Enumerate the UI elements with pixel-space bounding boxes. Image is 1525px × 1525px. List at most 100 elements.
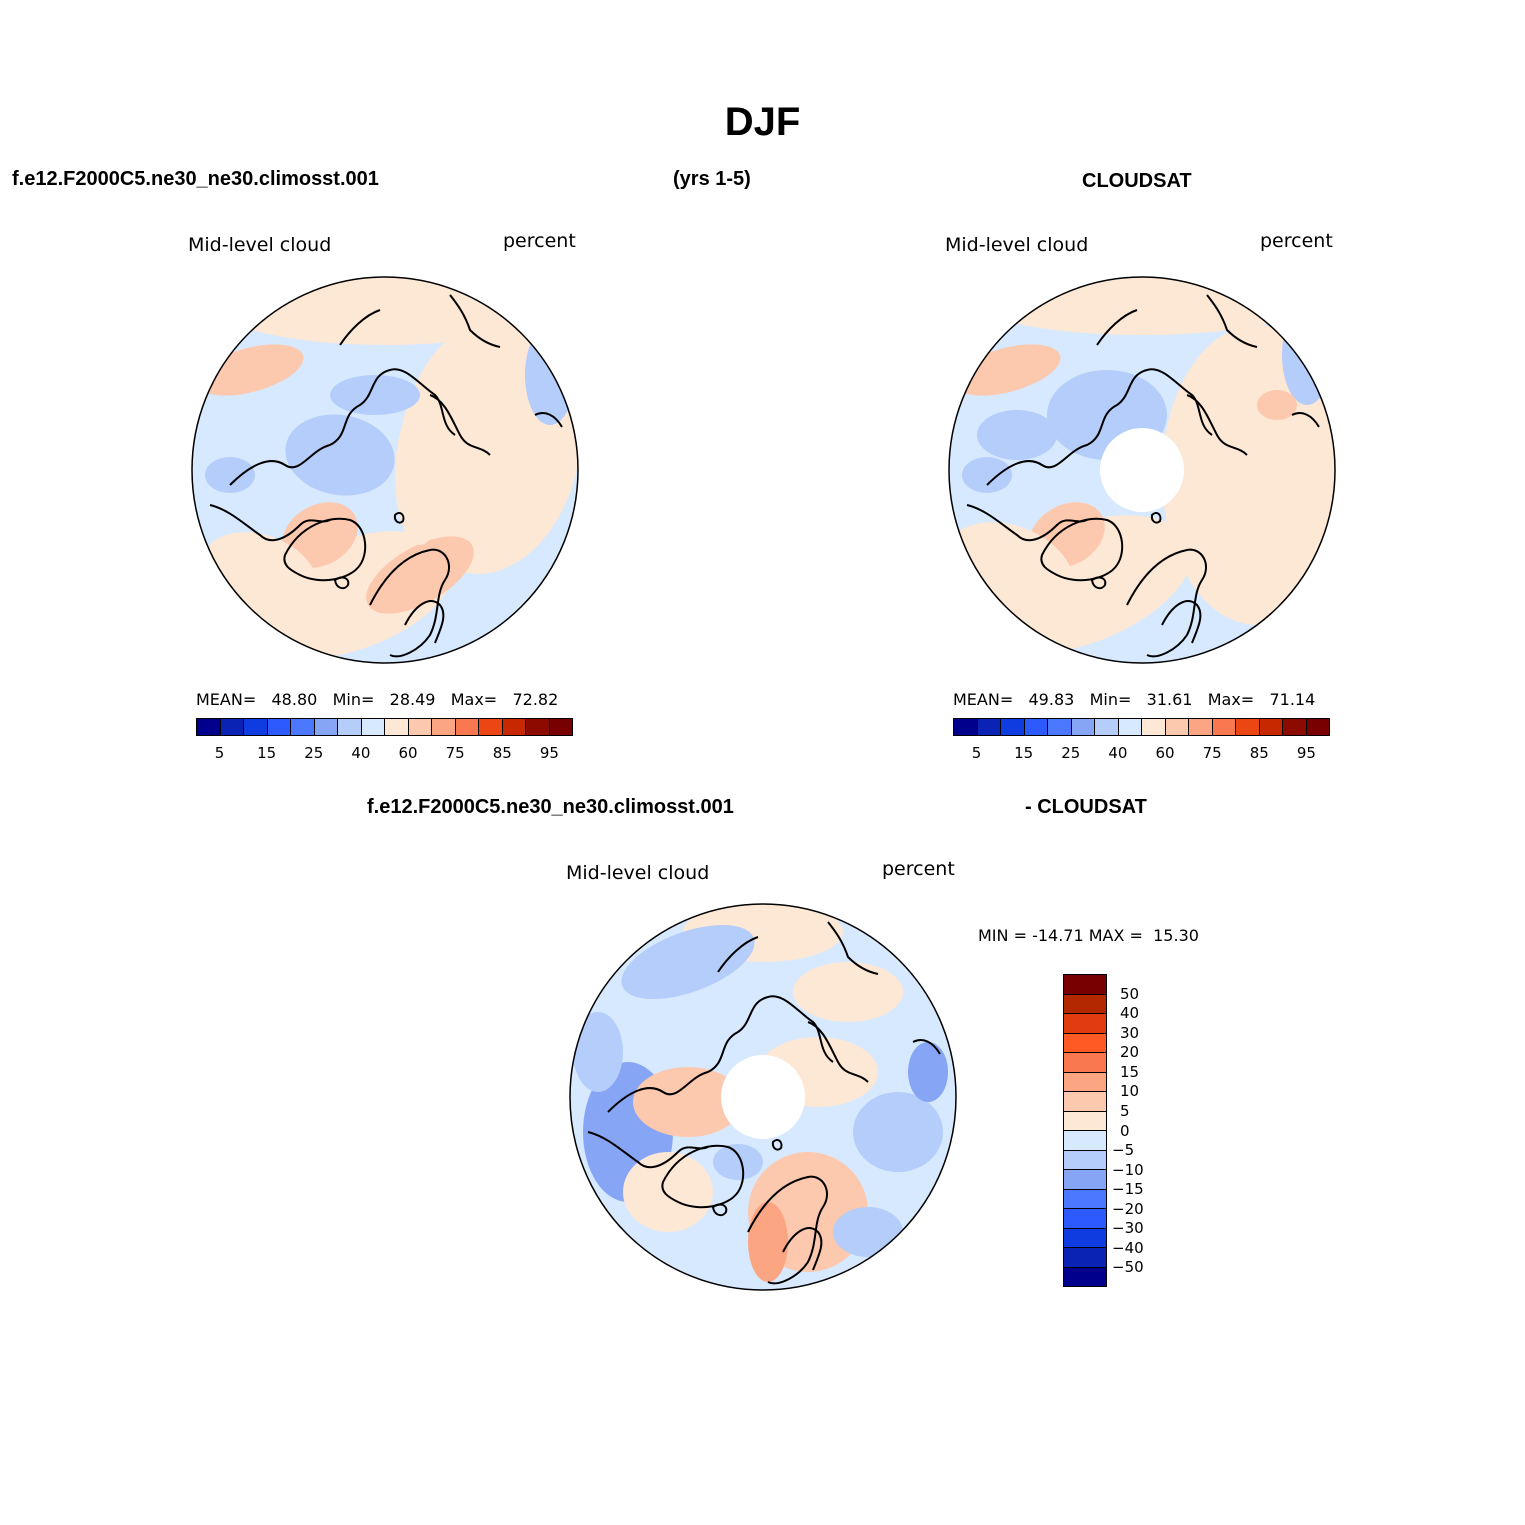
colorbar-swatch [1142, 719, 1166, 735]
difference-colorbar-ticks: 50 40 30 20 15 10 5 0 −5 −10 −15 −20 −30 −40 −50 [1112, 974, 1172, 1287]
colorbar-swatch [1064, 1131, 1106, 1151]
colorbar-swatch [1095, 719, 1119, 735]
colorbar-tick-label: 60 [1155, 744, 1175, 762]
panel3-min-value: -14.71 [1032, 926, 1084, 945]
colorbar-tick-label: 10 [1120, 1082, 1140, 1101]
panel2-colorbar-ticks: 5 15 25 40 60 75 85 95 [953, 744, 1330, 764]
panel2-max-label: Max= [1207, 690, 1255, 709]
colorbar-tick-label: 5 [1120, 1101, 1130, 1120]
colorbar-swatch [1259, 719, 1283, 735]
panel2-min-value: 31.61 [1146, 690, 1193, 709]
colorbar-tick-label: −20 [1112, 1199, 1144, 1218]
colorbar-swatch [1064, 1209, 1106, 1229]
colorbar-swatch [1064, 1014, 1106, 1034]
colorbar-tick-label: 95 [539, 744, 559, 762]
colorbar-swatch [1283, 719, 1307, 735]
colorbar-swatch [197, 719, 221, 735]
panel2-field-label: Mid-level cloud [945, 234, 1089, 256]
colorbar-swatch [455, 719, 479, 735]
colorbar-tick-label: −40 [1112, 1238, 1144, 1257]
panel1-colorbar-ticks: 5 15 25 40 60 75 85 95 [196, 744, 573, 764]
colorbar-tick-label: 15 [1014, 744, 1034, 762]
colorbar-swatch [1236, 719, 1260, 735]
colorbar-tick-label: 85 [492, 744, 512, 762]
colorbar-tick-label: 60 [398, 744, 418, 762]
colorbar-swatch [1048, 719, 1072, 735]
obs-name-header: CLOUDSAT [1082, 170, 1192, 192]
panel3-polar-map [569, 903, 957, 1291]
colorbar-swatch [1118, 719, 1142, 735]
colorbar-tick-label: 20 [1120, 1043, 1140, 1062]
colorbar-tick-label: −15 [1112, 1180, 1144, 1199]
panel2-units-label: percent [1260, 230, 1333, 252]
panel1-colorbar [196, 718, 573, 736]
colorbar-swatch [1306, 719, 1329, 735]
colorbar-swatch [1001, 719, 1025, 735]
panel1-mean-label: MEAN= [196, 690, 257, 709]
colorbar-swatch [1064, 1248, 1106, 1268]
colorbar-tick-label: 40 [351, 744, 371, 762]
colorbar-tick-label: −10 [1112, 1160, 1144, 1179]
colorbar-swatch [1064, 1053, 1106, 1073]
colorbar-tick-label: 40 [1120, 1004, 1140, 1023]
colorbar-swatch [267, 719, 291, 735]
panel2-polar-map [948, 276, 1336, 664]
colorbar-tick-label: 15 [1120, 1062, 1140, 1081]
colorbar-swatch [1064, 994, 1106, 1014]
colorbar-swatch [291, 719, 315, 735]
colorbar-swatch [220, 719, 244, 735]
panel3-stats: MIN = -14.71 MAX = 15.30 [978, 926, 1199, 945]
colorbar-tick-label: 40 [1108, 744, 1128, 762]
colorbar-tick-label: −5 [1112, 1141, 1135, 1160]
colorbar-swatch [526, 719, 550, 735]
colorbar-swatch [432, 719, 456, 735]
colorbar-swatch [1064, 1092, 1106, 1112]
colorbar-tick-label: 75 [445, 744, 465, 762]
panel2-stats: MEAN= 49.83 Min= 31.61 Max= 71.14 [953, 690, 1315, 709]
colorbar-swatch [244, 719, 268, 735]
panel1-units-label: percent [503, 230, 576, 252]
diff-obs-name-header: - CLOUDSAT [1025, 796, 1147, 818]
panel2-mean-label: MEAN= [953, 690, 1014, 709]
colorbar-swatch [1064, 1189, 1106, 1209]
colorbar-tick-label: 25 [304, 744, 324, 762]
panel1-min-label: Min= [332, 690, 375, 709]
colorbar-tick-label: 95 [1296, 744, 1316, 762]
colorbar-tick-label: 25 [1061, 744, 1081, 762]
case-name-header: f.e12.F2000C5.ne30_ne30.climosst.001 [12, 168, 379, 190]
panel1-max-value: 72.82 [512, 690, 559, 709]
colorbar-swatch [1064, 1033, 1106, 1053]
colorbar-swatch [1024, 719, 1048, 735]
colorbar-swatch [1064, 1228, 1106, 1248]
colorbar-swatch [408, 719, 432, 735]
colorbar-tick-label: −50 [1112, 1258, 1144, 1277]
colorbar-swatch [338, 719, 362, 735]
panel3-min-label: MIN = [978, 926, 1027, 945]
panel2-min-label: Min= [1089, 690, 1132, 709]
colorbar-swatch [954, 719, 978, 735]
panel2-max-value: 71.14 [1269, 690, 1316, 709]
colorbar-tick-label: 5 [214, 744, 225, 762]
colorbar-tick-label: 85 [1249, 744, 1269, 762]
colorbar-swatch [1064, 1267, 1106, 1286]
colorbar-tick-label: 0 [1120, 1121, 1130, 1140]
panel1-mean-value: 48.80 [271, 690, 318, 709]
colorbar-swatch [1064, 975, 1106, 995]
colorbar-swatch [385, 719, 409, 735]
colorbar-swatch [977, 719, 1001, 735]
panel1-min-value: 28.49 [389, 690, 436, 709]
colorbar-swatch [1071, 719, 1095, 735]
colorbar-swatch [1064, 1111, 1106, 1131]
colorbar-tick-label: 50 [1120, 984, 1140, 1003]
colorbar-swatch [1165, 719, 1189, 735]
colorbar-tick-label: 5 [971, 744, 982, 762]
colorbar-swatch [1189, 719, 1213, 735]
diff-case-name-header: f.e12.F2000C5.ne30_ne30.climosst.001 [367, 796, 734, 818]
panel1-stats: MEAN= 48.80 Min= 28.49 Max= 72.82 [196, 690, 558, 709]
colorbar-swatch [502, 719, 526, 735]
colorbar-swatch [1212, 719, 1236, 735]
figure-title: DJF [724, 100, 801, 144]
panel2-mean-value: 49.83 [1028, 690, 1075, 709]
panel1-polar-map [191, 276, 579, 664]
colorbar-tick-label: 15 [257, 744, 277, 762]
